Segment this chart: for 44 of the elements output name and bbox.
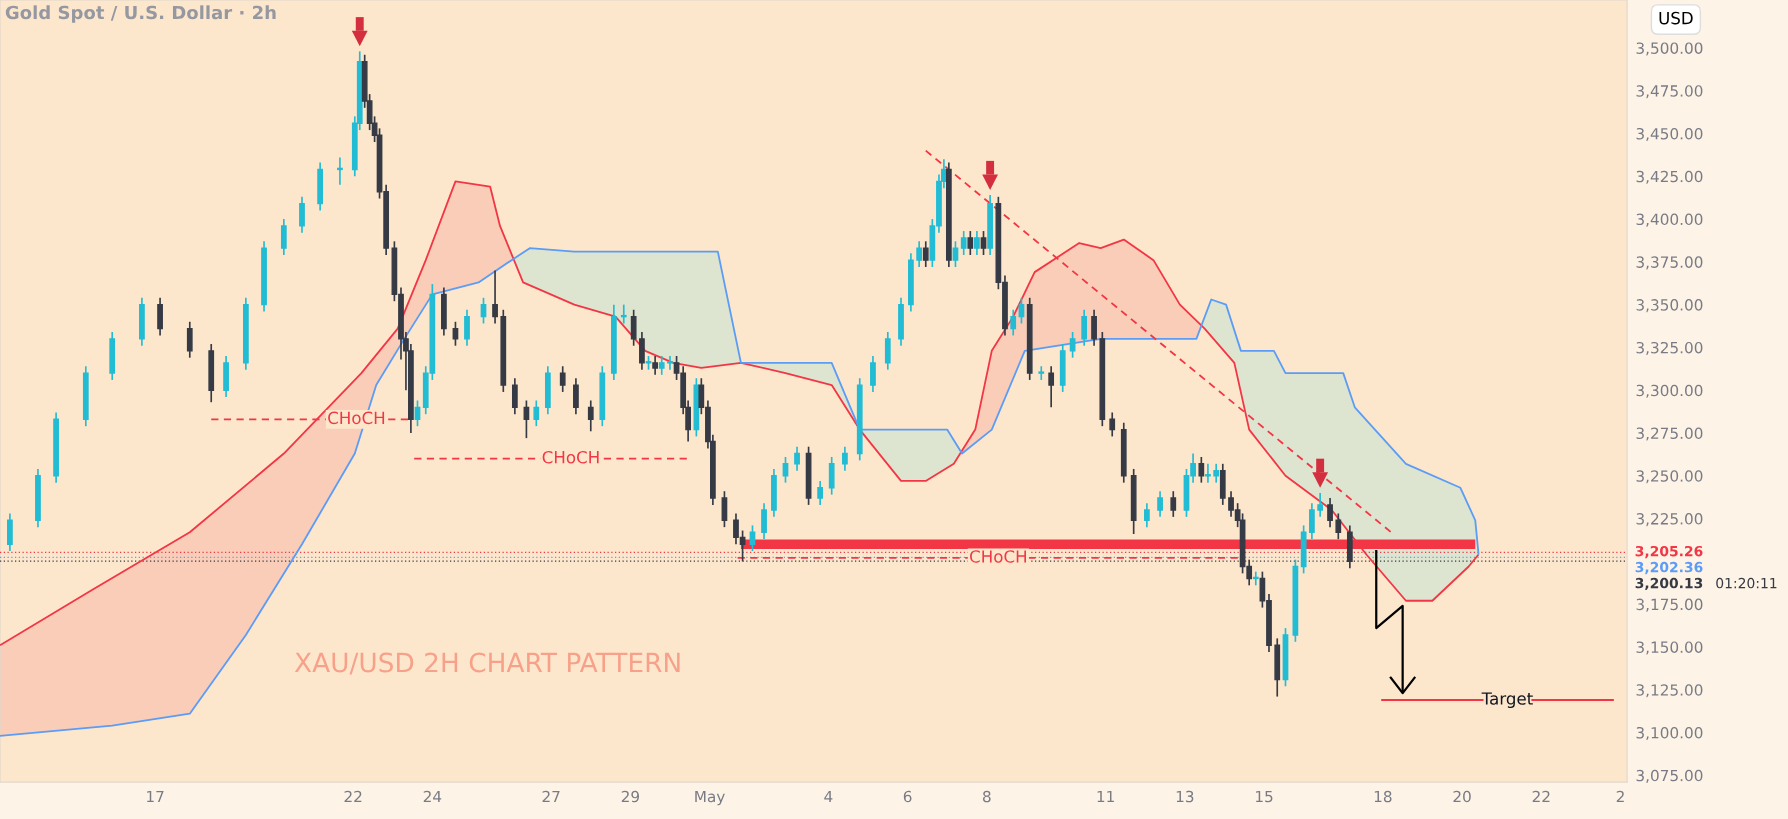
y-tick-label: 3,150.00 xyxy=(1636,641,1703,655)
text: 01:20:11 xyxy=(1716,577,1777,589)
y-tick-label: 3,275.00 xyxy=(1636,427,1703,441)
x-tick-label: 13 xyxy=(1176,790,1194,803)
y-tick-label: 3,375.00 xyxy=(1636,256,1703,270)
annotation: CHoCH xyxy=(328,411,385,425)
x-tick-label: 18 xyxy=(1374,790,1392,803)
y-tick-label: 3,175.00 xyxy=(1636,598,1703,612)
x-tick-label: 27 xyxy=(542,790,560,803)
x-tick-label: 24 xyxy=(423,790,442,803)
ref-line-label: 3,205.26 xyxy=(1635,545,1703,559)
x-tick-label: 22 xyxy=(344,790,362,803)
y-axis-title: USD xyxy=(1659,11,1693,25)
annotation: CHoCH xyxy=(970,550,1026,563)
x-tick-label: 20 xyxy=(1453,790,1471,803)
annotation: CHoCH xyxy=(542,450,599,464)
y-tick-label: 3,350.00 xyxy=(1636,299,1703,313)
y-tick-label: 3,125.00 xyxy=(1636,684,1703,698)
x-tick-label: 22 xyxy=(1532,790,1550,803)
x-tick-label: 8 xyxy=(982,790,991,803)
y-tick-label: 3,325.00 xyxy=(1636,341,1703,356)
x-tick-label: 15 xyxy=(1256,790,1273,803)
chart-title: Gold Spot / U.S. Dollar · 2h xyxy=(5,5,276,23)
x-tick-label: 17 xyxy=(147,790,164,803)
y-tick-label: 3,250.00 xyxy=(1636,470,1703,484)
y-tick-label: 3,400.00 xyxy=(1636,213,1703,227)
x-tick-label: 11 xyxy=(1097,790,1114,803)
ref-line-label: 3,200.13 xyxy=(1635,577,1703,591)
x-tick-label: 6 xyxy=(903,790,912,803)
x-tick-label: 2 xyxy=(1616,790,1624,803)
x-tick-label: May xyxy=(695,790,725,806)
y-tick-label: 3,100.00 xyxy=(1636,726,1703,741)
y-tick-label: 3,225.00 xyxy=(1636,513,1703,527)
y-tick-label: 3,500.00 xyxy=(1636,42,1703,56)
x-tick-label: 4 xyxy=(824,790,833,803)
ref-line-label: 3,202.36 xyxy=(1635,561,1703,575)
y-tick-label: 3,425.00 xyxy=(1636,170,1703,184)
y-tick-label: 3,075.00 xyxy=(1636,769,1703,783)
y-tick-label: 3,300.00 xyxy=(1636,384,1703,398)
y-tick-label: 3,475.00 xyxy=(1636,85,1703,99)
x-tick-label: 29 xyxy=(621,790,640,803)
annotation: Target xyxy=(1481,692,1533,709)
annotation: XAU/USD 2H CHART PATTERN xyxy=(294,652,680,675)
y-tick-label: 3,450.00 xyxy=(1636,127,1703,142)
